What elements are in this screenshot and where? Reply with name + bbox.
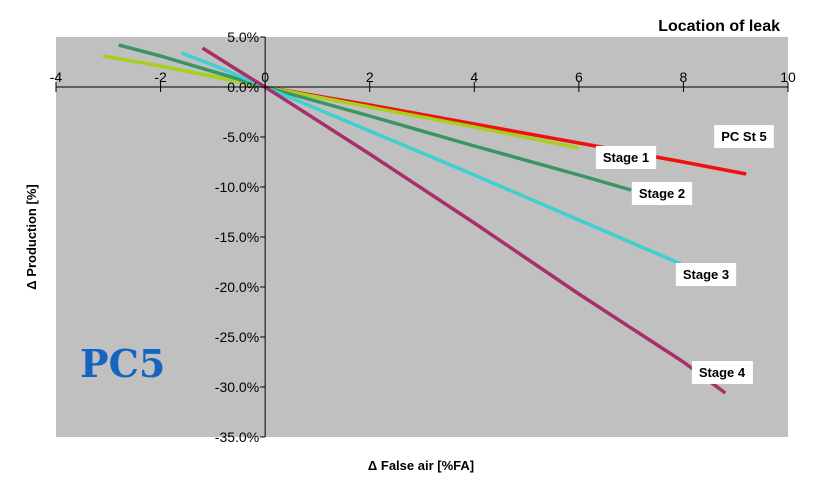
y-tick-label: -30.0%: [215, 379, 259, 395]
series-label-text: PC St 5: [721, 129, 767, 144]
series-label-box: [631, 182, 693, 205]
series-label-box: [675, 263, 737, 286]
chart-title: Location of leak: [658, 18, 780, 35]
series-labels: PC St 5 Stage 1 Stage 2 Stage 3 Stage 4: [595, 125, 774, 384]
plot-area: [56, 37, 788, 437]
series-label-2: Stage 1: [595, 146, 657, 169]
y-tick-label: 5.0%: [227, 29, 259, 45]
pc5-watermark: PC5: [80, 341, 165, 386]
y-axis: 5.0% 0.0% -5.0% -10.0% -15.0% -20.0% -25.0% -30…: [215, 29, 266, 445]
series-line-4: [180, 51, 685, 267]
series-label-text: Stage 1: [603, 150, 649, 165]
x-tick-label: -2: [154, 69, 167, 85]
x-tick-label: 8: [680, 69, 688, 85]
x-tick-label: -4: [50, 69, 63, 85]
series-line-3: [118, 43, 632, 192]
series-label-box: [714, 125, 774, 148]
x-tick-label: 6: [575, 69, 583, 85]
y-tick-label: -10.0%: [215, 179, 259, 195]
series-line-5: [201, 46, 727, 395]
y-tick-label: -20.0%: [215, 279, 259, 295]
series-label-5: Stage 4: [691, 361, 753, 384]
x-tick-label: 10: [780, 69, 796, 85]
series-label-3: Stage 2: [631, 182, 693, 205]
series-label-4: Stage 3: [675, 263, 737, 286]
y-tick-label: -15.0%: [215, 229, 259, 245]
series-label-text: Stage 2: [639, 186, 685, 201]
y-tick-label: 0.0%: [227, 79, 259, 95]
series-label-1: PC St 5: [714, 125, 774, 148]
series-label-box: [691, 361, 753, 384]
x-tick-label: 4: [470, 69, 478, 85]
y-tick-label: -25.0%: [215, 329, 259, 345]
x-tick-label: 2: [366, 69, 374, 85]
series-label-box: [595, 146, 657, 169]
y-tick-label: -35.0%: [215, 429, 259, 445]
x-axis-label: Δ False air [%FA]: [368, 458, 474, 473]
series-line-2: [102, 54, 580, 150]
series-label-text: Stage 4: [699, 365, 746, 380]
y-axis-label: Δ Production [%]: [24, 184, 39, 289]
series-label-text: Stage 3: [683, 267, 729, 282]
series-lines: [102, 43, 747, 395]
y-tick-label: -5.0%: [223, 129, 260, 145]
